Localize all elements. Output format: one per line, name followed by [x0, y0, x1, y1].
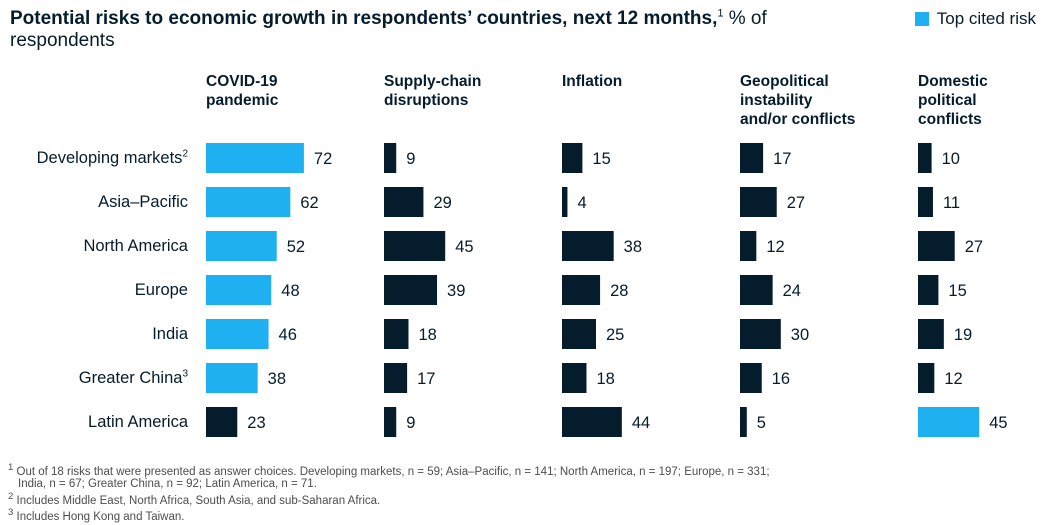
legend-swatch — [914, 12, 929, 26]
data-label: 9 — [406, 414, 415, 432]
bar — [740, 363, 762, 393]
bar — [384, 407, 397, 437]
data-label: 29 — [433, 194, 451, 212]
bar — [562, 143, 583, 173]
footnotes: 1 Out of 18 risks that were presented as… — [8, 462, 1038, 523]
title-unit: % of respondents — [10, 8, 767, 51]
data-label: 24 — [783, 282, 801, 300]
data-label: 46 — [279, 326, 297, 344]
data-label: 11 — [943, 194, 960, 212]
bar — [918, 143, 932, 173]
row-label: North America — [83, 237, 188, 255]
data-label: 52 — [287, 238, 305, 256]
bar — [384, 187, 424, 217]
data-label: 16 — [772, 370, 790, 388]
data-label: 19 — [954, 326, 972, 344]
legend: Top cited risk — [914, 9, 1036, 29]
bar — [740, 319, 781, 349]
bar — [740, 143, 764, 173]
data-label: 62 — [300, 194, 318, 212]
data-label: 48 — [281, 282, 299, 300]
row-label: India — [152, 325, 188, 343]
data-label: 10 — [942, 150, 960, 168]
chart-title: Potential risks to economic growth in re… — [10, 8, 810, 52]
column-header: COVID-19 pandemic — [206, 73, 279, 109]
data-label: 23 — [247, 414, 265, 432]
data-label: 44 — [632, 414, 650, 432]
bar — [384, 363, 408, 393]
data-label: 28 — [610, 282, 628, 300]
bar-chart: 72 62 52 48 46 38 23 9 29 45 39 18 17 9 15 4 38 28 25 18 44 1… — [206, 143, 1008, 437]
row-label: Europe — [134, 281, 188, 299]
bar — [206, 363, 258, 393]
data-label: 4 — [577, 194, 586, 212]
bar — [740, 187, 777, 217]
bar — [562, 319, 596, 349]
data-label: 45 — [455, 238, 473, 256]
bar — [384, 275, 438, 305]
data-label: 30 — [791, 326, 809, 344]
bar — [384, 231, 446, 261]
bar — [562, 187, 568, 217]
data-label: 45 — [989, 414, 1007, 432]
column-header: Inflation — [562, 73, 623, 90]
bar — [918, 319, 944, 349]
bar — [918, 407, 980, 437]
bar — [384, 319, 409, 349]
legend-label: Top cited risk — [936, 9, 1036, 28]
data-label: 9 — [406, 150, 415, 168]
data-label: 18 — [418, 326, 436, 344]
bar — [740, 231, 757, 261]
footnote-3: 3 Includes Hong Kong and Taiwan. — [8, 507, 185, 523]
bar — [206, 319, 269, 349]
column-header: Geopolitical instability and/or conflicts — [740, 73, 856, 128]
column-header: Domestic political conflicts — [918, 73, 988, 128]
data-label: 15 — [592, 150, 610, 168]
column-header: Supply-chain disruptions — [384, 73, 482, 109]
title-footnote-marker: 1 — [717, 7, 724, 20]
data-label: 27 — [965, 238, 983, 256]
bar — [740, 407, 747, 437]
bar — [918, 187, 933, 217]
row-label: Developing markets2 — [36, 148, 188, 167]
data-label: 12 — [944, 370, 962, 388]
data-label: 72 — [314, 150, 332, 168]
bar — [740, 275, 773, 305]
data-label: 18 — [596, 370, 614, 388]
data-label: 15 — [948, 282, 966, 300]
footnote-1-cont: India, n = 67; Greater China, n = 92; La… — [18, 478, 317, 491]
data-label: 12 — [766, 238, 784, 256]
footnote-2: 2 Includes Middle East, North Africa, So… — [8, 490, 381, 507]
data-label: 39 — [447, 282, 465, 300]
bar — [918, 231, 955, 261]
bar — [384, 143, 397, 173]
data-label: 25 — [606, 326, 624, 344]
bar — [562, 231, 614, 261]
bar — [918, 363, 935, 393]
data-label: 17 — [417, 370, 435, 388]
row-label: Asia–Pacific — [98, 193, 188, 211]
footnote-1: 1 Out of 18 risks that were presented as… — [8, 462, 770, 478]
bar — [562, 407, 622, 437]
data-label: 17 — [773, 150, 791, 168]
title-main: Potential risks to economic growth in re… — [10, 8, 718, 29]
bar — [206, 231, 277, 261]
bar — [206, 275, 272, 305]
bar — [206, 143, 304, 173]
data-label: 38 — [624, 238, 642, 256]
bar — [562, 275, 601, 305]
bar — [206, 407, 238, 437]
data-label: 27 — [787, 194, 805, 212]
row-label: Latin America — [88, 413, 188, 431]
data-label: 5 — [757, 414, 766, 432]
bar — [918, 275, 939, 305]
data-label: 38 — [268, 370, 286, 388]
bar — [206, 187, 291, 217]
row-label: Greater China3 — [78, 368, 188, 387]
bar — [562, 363, 587, 393]
